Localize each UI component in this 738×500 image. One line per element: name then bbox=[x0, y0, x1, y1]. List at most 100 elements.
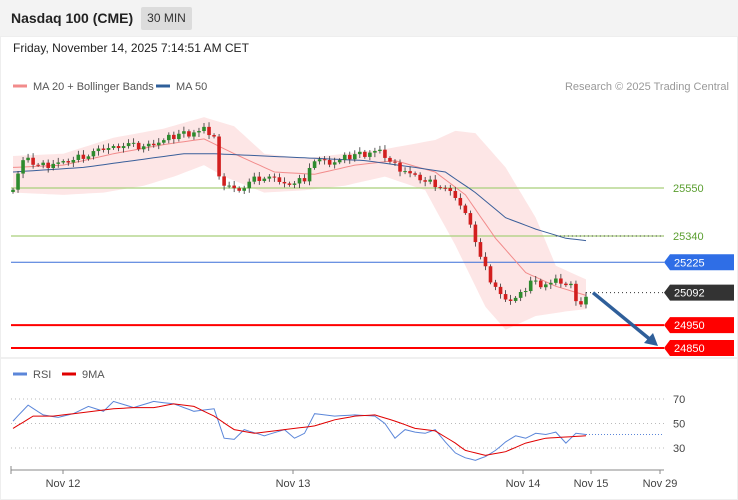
candle-body bbox=[292, 183, 297, 185]
candle-body bbox=[81, 154, 86, 159]
candle-body bbox=[247, 181, 252, 189]
candle-body bbox=[337, 159, 342, 163]
candle-body bbox=[212, 135, 216, 137]
candle-body bbox=[559, 278, 563, 284]
candle-body bbox=[574, 283, 578, 302]
candle-79 bbox=[408, 166, 412, 178]
candle-body bbox=[202, 126, 206, 132]
candle-15 bbox=[86, 154, 91, 161]
candle-body bbox=[222, 176, 226, 186]
candle-body bbox=[267, 176, 272, 179]
candle-7 bbox=[46, 159, 50, 173]
candle-69 bbox=[358, 147, 362, 159]
candle-30 bbox=[161, 138, 166, 145]
candle-body bbox=[16, 173, 20, 190]
candle-body bbox=[523, 291, 528, 293]
candle-body bbox=[257, 176, 262, 181]
candle-97 bbox=[498, 283, 503, 299]
candle-94 bbox=[483, 252, 488, 271]
candle-body bbox=[282, 181, 287, 184]
candle-body bbox=[508, 299, 513, 301]
candle-body bbox=[197, 131, 201, 133]
datetime-label: Friday, November 14, 2025 7:14:51 AM CET bbox=[13, 41, 249, 55]
candle-body bbox=[106, 148, 111, 150]
candle-50 bbox=[262, 176, 267, 183]
candle-body bbox=[262, 178, 267, 181]
candle-body bbox=[161, 140, 166, 143]
candle-62 bbox=[322, 156, 327, 165]
candle-58 bbox=[302, 174, 307, 184]
candlesticks bbox=[11, 122, 588, 309]
candle-17 bbox=[96, 145, 101, 156]
candle-70 bbox=[363, 149, 367, 159]
candle-23 bbox=[126, 139, 131, 149]
candle-body bbox=[146, 143, 151, 147]
candle-body bbox=[86, 156, 91, 159]
level-tag-25092 bbox=[664, 284, 734, 301]
level-label-24850: 24850 bbox=[674, 343, 705, 355]
time-label-2: Nov 14 bbox=[506, 478, 541, 490]
candle-105 bbox=[538, 278, 543, 290]
candle-body bbox=[518, 292, 523, 298]
bollinger-band bbox=[13, 117, 586, 330]
candle-body bbox=[217, 136, 221, 177]
candle-53 bbox=[277, 173, 282, 185]
candle-44 bbox=[232, 181, 236, 193]
candle-body bbox=[453, 191, 458, 198]
candle-body bbox=[428, 179, 432, 182]
rsi-tick-70: 70 bbox=[673, 394, 685, 406]
candle-body bbox=[36, 164, 40, 166]
candle-78 bbox=[403, 167, 407, 175]
candle-32 bbox=[172, 131, 176, 144]
rsi-tick-30: 30 bbox=[673, 443, 685, 455]
candle-99 bbox=[508, 294, 513, 305]
rsi-line bbox=[12, 400, 587, 461]
legend-ma20-label: MA 20 + Bollinger Bands bbox=[33, 81, 154, 93]
candle-body bbox=[549, 282, 553, 285]
candle-85 bbox=[438, 185, 443, 190]
candle-87 bbox=[448, 184, 453, 196]
timeframe-button[interactable]: 30 MIN bbox=[141, 7, 192, 30]
level-tag-24950 bbox=[664, 317, 734, 334]
candle-86 bbox=[443, 185, 448, 192]
candle-body bbox=[347, 154, 352, 160]
candle-57 bbox=[297, 174, 302, 189]
candle-93 bbox=[478, 238, 483, 260]
credit-label: Research © 2025 Trading Central bbox=[565, 81, 729, 93]
candle-24 bbox=[131, 138, 136, 147]
candle-body bbox=[554, 278, 558, 283]
candle-36 bbox=[192, 129, 196, 140]
candle-77 bbox=[398, 159, 402, 177]
candle-body bbox=[463, 205, 468, 214]
candle-body bbox=[131, 142, 136, 144]
candle-98 bbox=[503, 290, 508, 303]
candle-51 bbox=[267, 174, 272, 182]
candle-49 bbox=[257, 172, 262, 185]
candle-body bbox=[322, 159, 327, 161]
candle-74 bbox=[383, 145, 387, 162]
candle-65 bbox=[337, 158, 342, 165]
candle-body bbox=[252, 176, 257, 182]
candle-109 bbox=[559, 273, 563, 288]
candle-body bbox=[136, 142, 141, 150]
candle-47 bbox=[247, 178, 252, 193]
candle-body bbox=[327, 159, 332, 165]
candle-body bbox=[342, 154, 347, 160]
candle-12 bbox=[71, 156, 76, 168]
candle-82 bbox=[423, 177, 427, 187]
candle-body bbox=[363, 151, 367, 157]
candle-60 bbox=[312, 159, 317, 170]
candle-10 bbox=[61, 159, 66, 165]
candle-body bbox=[378, 149, 382, 152]
candle-body bbox=[31, 157, 35, 165]
candle-108 bbox=[554, 274, 558, 286]
candle-body bbox=[91, 151, 96, 157]
candle-106 bbox=[543, 281, 548, 291]
candle-100 bbox=[513, 296, 518, 303]
candle-body bbox=[121, 146, 126, 149]
chart-frame bbox=[0, 36, 738, 500]
candle-body bbox=[569, 283, 573, 286]
candle-31 bbox=[167, 132, 171, 144]
candle-14 bbox=[81, 150, 86, 163]
time-label-4: Nov 29 bbox=[643, 478, 678, 490]
